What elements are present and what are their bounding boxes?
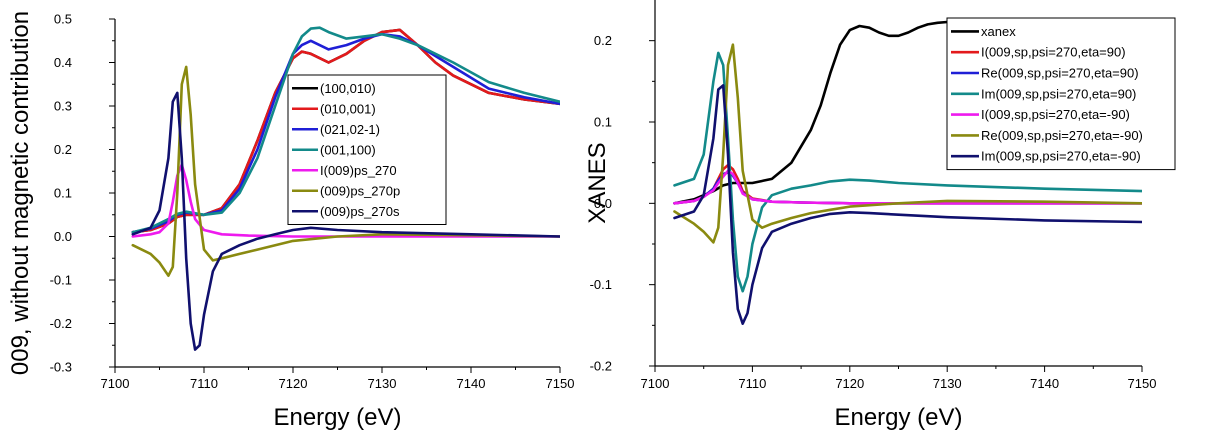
legend-label-5: (009)ps_270p [320,183,400,198]
y-tick-label: -0.1 [590,277,612,292]
legend: xanex I(009,sp,psi=270,eta=90) Re(009,sp,p… [946,17,1176,171]
x-tick-label: 7110 [190,376,218,391]
y-tick-label: -0.2 [50,316,72,331]
chart-left: 7100 7110 7120 7130 7140 7150 -0.3 -0.2 -0.1 0.0 0… [7,11,574,431]
chart-right: 7100 7110 7120 7130 7140 7150 -0.2 -0.1 0.0 0.1 0.… [584,0,1176,431]
x-tick-label: 7150 [546,376,575,391]
legend-label-6: (009)ps_270s [320,204,400,219]
x-axis-title: Energy (eV) [273,404,401,431]
y-tick-label: 0.5 [54,12,72,27]
legend-label-4: I(009,sp,psi=270,eta=-90) [981,107,1130,122]
x-tick-label: 7110 [738,376,766,391]
y-tick-label: 0.0 [594,196,612,211]
legend-label-4: I(009)ps_270 [320,163,397,178]
y-tick-label: 0.1 [54,186,72,201]
series-line-6 [673,84,1142,325]
y-tick-label: -0.2 [590,359,612,374]
y-tick-label: 0.4 [54,55,72,70]
legend-label-1: I(009,sp,psi=270,eta=90) [981,45,1126,60]
series-line-3 [673,51,1142,293]
legend-label-3: (001,100) [320,142,376,157]
legend-label-2: Re(009,sp,psi=270,eta=90) [981,66,1139,81]
x-axis-title: Energy (eV) [834,404,962,431]
y-tick-label: 0.3 [54,99,72,114]
y-axis-title: XANES [584,142,611,223]
series-group [673,20,1142,325]
legend: (100,010) (010,001) (021,02-1) (001,100) I(0… [287,74,447,225]
legend-box [946,17,1176,171]
x-tick-label: 7120 [279,376,308,391]
legend-label-2: (021,02-1) [320,122,380,137]
y-tick-label: -0.1 [50,273,72,288]
x-tick-label: 7120 [835,376,864,391]
legend-label-0: (100,010) [320,81,376,96]
series-line-5 [673,43,1142,244]
series-group [131,26,560,351]
legend-label-3: Im(009,sp,psi=270,eta=90) [981,86,1136,101]
y-tick-label: 0.2 [594,33,612,48]
legend-label-6: Im(009,sp,psi=270,eta=-90) [981,149,1141,164]
y-tick-label: 0.1 [594,115,612,130]
x-tick-label: 7140 [1030,376,1059,391]
x-tick-label: 7130 [933,376,962,391]
y-tick-label: 0.2 [54,142,72,157]
legend-label-1: (010,001) [320,101,376,116]
y-tick-label: -0.3 [50,360,72,375]
x-tick-label: 7150 [1128,376,1157,391]
x-tick-label: 7130 [368,376,397,391]
y-tick-label: 0.0 [54,229,72,244]
x-tick-label: 7140 [457,376,486,391]
legend-label-5: Re(009,sp,psi=270,eta=-90) [981,128,1143,143]
series-line-6 [131,91,560,351]
legend-label-0: xanex [981,24,1016,39]
y-axis-title: 009, without magnetic contribution [7,11,34,375]
x-tick-label: 7100 [641,376,670,391]
series-line-4 [673,169,1142,205]
x-tick-label: 7100 [101,376,130,391]
series-line-5 [131,65,560,277]
